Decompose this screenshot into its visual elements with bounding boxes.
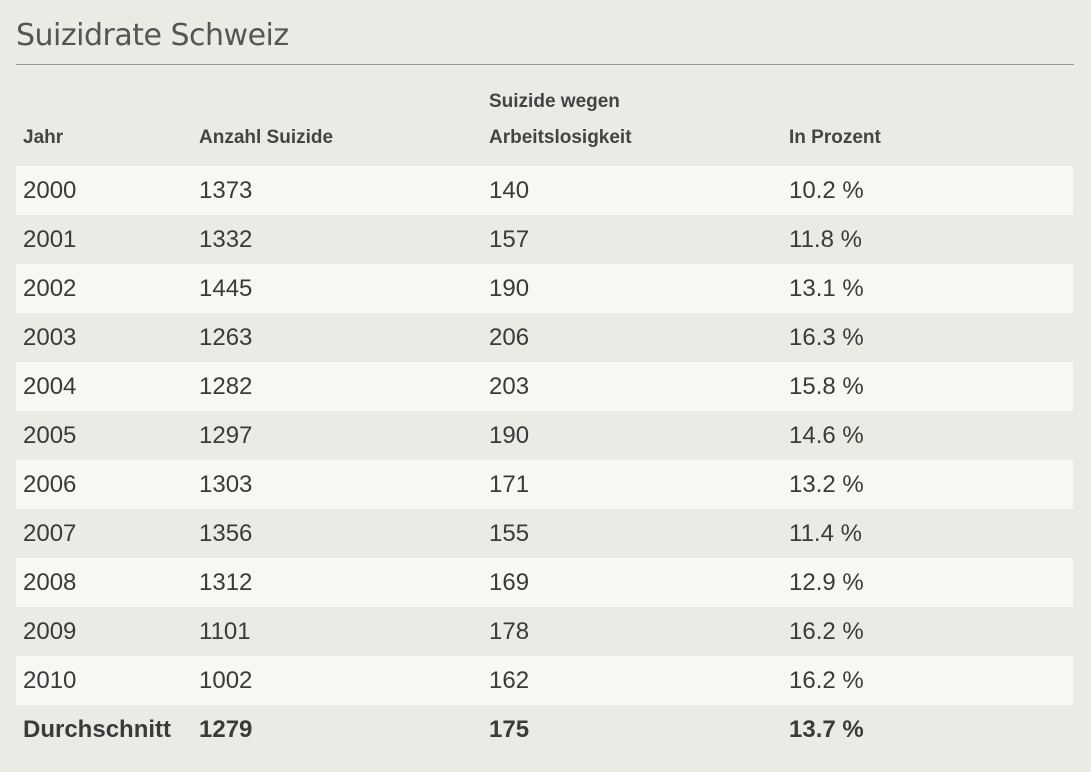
- title-divider: [16, 64, 1074, 65]
- cell-suizide-arbeitslosigkeit: 178: [482, 607, 782, 656]
- cell-anzahl-suizide: 1312: [192, 558, 482, 607]
- cell-anzahl-suizide: 1332: [192, 215, 482, 264]
- cell-jahr: 2010: [16, 656, 192, 705]
- cell-jahr: 2000: [16, 166, 192, 215]
- table-header: Jahr Anzahl Suizide Suizide wegen Arbeit…: [16, 84, 1073, 166]
- table-row: 2010 1002 162 16.2 %: [16, 656, 1073, 705]
- summary-cell-jahr: Durchschnitt: [16, 705, 192, 754]
- cell-anzahl-suizide: 1445: [192, 264, 482, 313]
- header-anzahl-suizide: Anzahl Suizide: [199, 127, 334, 148]
- cell-in-prozent: 16.2 %: [782, 607, 1073, 656]
- table-row: 2001 1332 157 11.8 %: [16, 215, 1073, 264]
- table-row: 2007 1356 155 11.4 %: [16, 509, 1073, 558]
- cell-jahr: 2005: [16, 411, 192, 460]
- table-row: 2000 1373 140 10.2 %: [16, 166, 1073, 215]
- table-row: 2006 1303 171 13.2 %: [16, 460, 1073, 509]
- table-row: 2003 1263 206 16.3 %: [16, 313, 1073, 362]
- cell-in-prozent: 13.1 %: [782, 264, 1073, 313]
- cell-suizide-arbeitslosigkeit: 169: [482, 558, 782, 607]
- table-row: 2004 1282 203 15.8 %: [16, 362, 1073, 411]
- cell-suizide-arbeitslosigkeit: 162: [482, 656, 782, 705]
- cell-anzahl-suizide: 1263: [192, 313, 482, 362]
- cell-suizide-arbeitslosigkeit: 203: [482, 362, 782, 411]
- summary-cell-anzahl-suizide: 1279: [192, 705, 482, 754]
- cell-anzahl-suizide: 1303: [192, 460, 482, 509]
- cell-in-prozent: 15.8 %: [782, 362, 1073, 411]
- cell-suizide-arbeitslosigkeit: 157: [482, 215, 782, 264]
- cell-anzahl-suizide: 1282: [192, 362, 482, 411]
- cell-suizide-arbeitslosigkeit: 171: [482, 460, 782, 509]
- cell-in-prozent: 11.4 %: [782, 509, 1073, 558]
- cell-jahr: 2009: [16, 607, 192, 656]
- cell-suizide-arbeitslosigkeit: 140: [482, 166, 782, 215]
- cell-anzahl-suizide: 1356: [192, 509, 482, 558]
- cell-in-prozent: 14.6 %: [782, 411, 1073, 460]
- cell-in-prozent: 16.3 %: [782, 313, 1073, 362]
- cell-anzahl-suizide: 1297: [192, 411, 482, 460]
- cell-anzahl-suizide: 1002: [192, 656, 482, 705]
- summary-cell-in-prozent: 13.7 %: [782, 705, 1073, 754]
- cell-suizide-arbeitslosigkeit: 206: [482, 313, 782, 362]
- header-jahr: Jahr: [23, 127, 64, 148]
- cell-anzahl-suizide: 1101: [192, 607, 482, 656]
- table-row: 2005 1297 190 14.6 %: [16, 411, 1073, 460]
- cell-jahr: 2003: [16, 313, 192, 362]
- cell-suizide-arbeitslosigkeit: 155: [482, 509, 782, 558]
- table-row: 2002 1445 190 13.1 %: [16, 264, 1073, 313]
- cell-jahr: 2006: [16, 460, 192, 509]
- summary-row: Durchschnitt 1279 175 13.7 %: [16, 705, 1073, 754]
- cell-in-prozent: 10.2 %: [782, 166, 1073, 215]
- cell-jahr: 2007: [16, 509, 192, 558]
- header-row: Jahr Anzahl Suizide Suizide wegen Arbeit…: [16, 84, 1073, 166]
- cell-jahr: 2008: [16, 558, 192, 607]
- suicide-rate-table: Jahr Anzahl Suizide Suizide wegen Arbeit…: [16, 84, 1073, 754]
- header-suizide-arbeitslosigkeit-line2: Arbeitslosigkeit: [489, 127, 632, 148]
- cell-anzahl-suizide: 1373: [192, 166, 482, 215]
- cell-in-prozent: 11.8 %: [782, 215, 1073, 264]
- cell-in-prozent: 16.2 %: [782, 656, 1073, 705]
- cell-jahr: 2002: [16, 264, 192, 313]
- table-body: 2000 1373 140 10.2 % 2001 1332 157 11.8 % 2002 14…: [16, 166, 1073, 754]
- header-suizide-arbeitslosigkeit: Suizide wegen Arbeitslosigkeit: [482, 84, 782, 166]
- page-title: Suizidrate Schweiz: [16, 18, 289, 53]
- header-suizide-arbeitslosigkeit-line1: Suizide wegen: [489, 91, 620, 112]
- cell-suizide-arbeitslosigkeit: 190: [482, 411, 782, 460]
- cell-suizide-arbeitslosigkeit: 190: [482, 264, 782, 313]
- table-row: 2008 1312 169 12.9 %: [16, 558, 1073, 607]
- cell-in-prozent: 13.2 %: [782, 460, 1073, 509]
- header-in-prozent: In Prozent: [789, 127, 881, 148]
- cell-jahr: 2001: [16, 215, 192, 264]
- cell-in-prozent: 12.9 %: [782, 558, 1073, 607]
- cell-jahr: 2004: [16, 362, 192, 411]
- table-row: 2009 1101 178 16.2 %: [16, 607, 1073, 656]
- summary-cell-suizide-arbeitslosigkeit: 175: [482, 705, 782, 754]
